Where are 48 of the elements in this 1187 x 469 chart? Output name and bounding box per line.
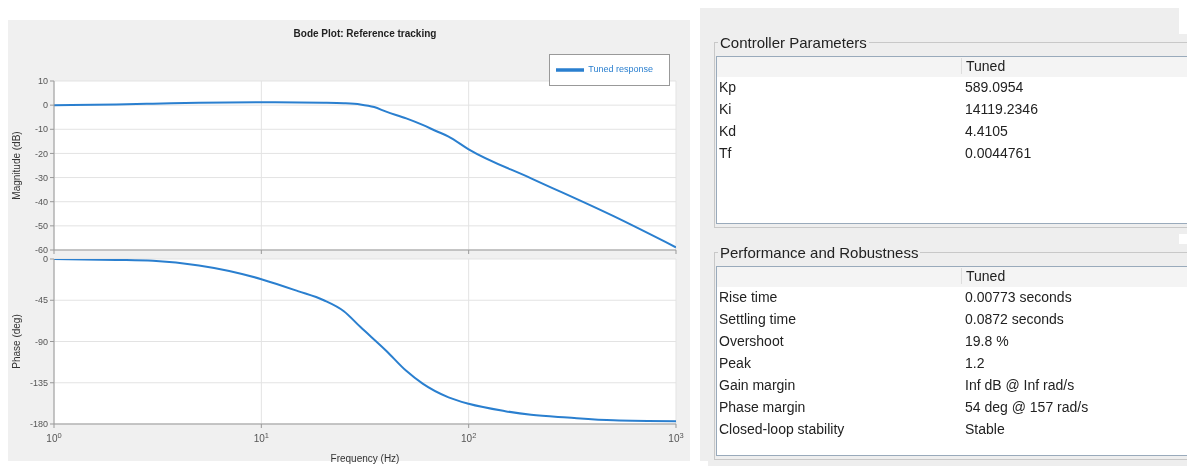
y-tick-label: 10 [37,76,48,87]
x-tick-label: 10$^{1}$ [253,430,269,444]
text: 1.2 [965,355,985,371]
x-tick-label: 10$^{3}$ [668,430,684,444]
text: Tf [719,145,732,161]
text: Settling time [719,311,797,327]
text: Stable [965,421,1005,437]
legend-label: Tuned response [588,64,653,75]
text: Rise time [719,289,778,305]
y-tick-label: -60 [34,245,48,256]
text: Ki [719,101,732,117]
text: Overshoot [719,333,784,349]
text: Tuned [961,58,1006,74]
text: 0.0872 seconds [965,311,1064,327]
y-tick-label: -30 [34,172,48,183]
y-tick-label: -135 [29,377,48,388]
y-tick-label: -180 [29,419,48,430]
text: Closed-loop stability [719,421,845,437]
y-tick-label: -20 [34,148,48,159]
y-tick-label: -90 [34,336,48,347]
text: 4.4105 [965,123,1008,139]
text: 54 deg @ 157 rad/s [965,399,1089,415]
x-tick-label: 10$^{0}$ [46,430,62,444]
y-axis-title: Magnitude (dB) [10,131,22,200]
y-tick-label: -10 [34,124,48,135]
text: 0.00773 seconds [965,289,1072,305]
text: 0.0044761 [965,145,1032,161]
text: Phase margin [719,399,806,415]
x-tick-label: 10$^{2}$ [461,430,477,444]
y-tick-label: 0 [42,254,48,265]
text: Kd [719,123,737,139]
text: 19.8 % [965,333,1009,349]
y-tick-label: -45 [34,295,48,306]
text: Tuned [961,268,1006,284]
chart-title: Bode Plot: Reference tracking [292,28,438,39]
x-axis-title: Frequency (Hz) [330,453,400,464]
text: Peak [719,355,751,371]
y-axis-title: Phase (deg) [10,314,22,369]
text: Inf dB @ Inf rad/s [965,377,1075,393]
y-tick-label: 0 [42,100,48,111]
text: Kp [719,79,737,95]
text: Performance and Robustness [718,244,921,261]
text: Gain margin [719,377,796,393]
text: 589.0954 [965,79,1024,95]
text: 14119.2346 [965,101,1038,117]
text: Controller Parameters [718,34,869,51]
y-tick-label: -50 [34,221,48,232]
y-tick-label: -40 [34,196,48,207]
